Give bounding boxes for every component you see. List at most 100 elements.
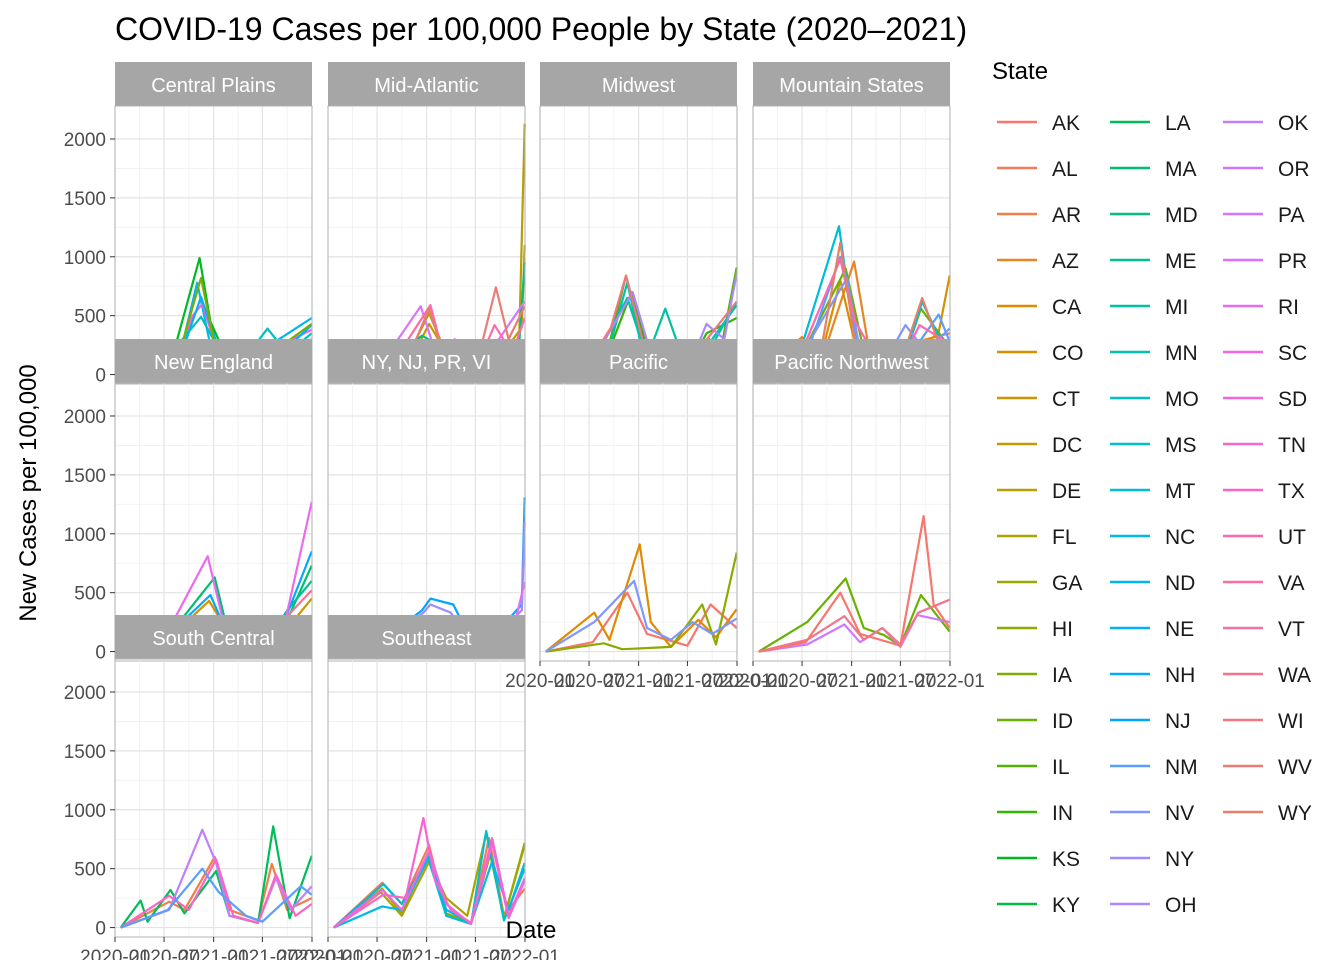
facet-panel: Midwest [539,62,738,385]
y-tick-label: 1000 [64,801,106,822]
legend-item-MN: MN [1110,342,1198,365]
facet-strip [753,339,950,383]
y-tick-label: 0 [95,366,106,387]
legend-item-AR: AR [997,204,1081,227]
legend-item-WI: WI [1223,710,1304,733]
legend-item-MD: MD [1110,204,1198,227]
y-tick-label: 500 [74,584,106,605]
x-tick-label: 2020-07 [554,671,624,692]
y-tick-label: 0 [95,643,106,664]
legend-label: VA [1278,572,1304,595]
facet-panel: Mountain States [752,62,951,385]
facet-panel: Central Plains 0 500 1000 1500 2000 [64,62,313,387]
legend-item-KS: KS [997,848,1080,871]
y-tick-label: 1500 [64,742,106,763]
legend-item-CT: CT [997,388,1080,411]
legend-item-ID: ID [997,710,1073,733]
legend-item-NV: NV [1110,802,1194,825]
facet-strip-label: Pacific [609,352,668,374]
legend-label: PA [1278,204,1304,227]
y-tick-label: 1500 [64,466,106,487]
legend-item-NJ: NJ [1110,710,1191,733]
series-line-HI [545,552,738,653]
legend-label: MN [1165,342,1198,365]
series-line-MS [332,829,526,929]
series-line-DE [333,123,526,376]
legend-item-TN: TN [1223,434,1306,457]
legend-label: WY [1278,802,1312,825]
legend-item-KY: KY [997,894,1080,917]
legend-item-NY: NY [1110,848,1194,871]
legend-label: AL [1052,158,1078,181]
legend-label: UT [1278,526,1306,549]
legend-label: ND [1165,572,1195,595]
y-axis-label: New Cases per 100,000 [15,364,42,621]
legend-item-HI: HI [997,618,1073,641]
y-tick-label: 1500 [64,189,106,210]
legend-item-NC: NC [1110,526,1195,549]
series-line-AK [545,591,738,653]
legend-item-CO: CO [997,342,1084,365]
x-tick-label: 2020-01 [293,947,363,960]
legend-label: NV [1165,802,1194,825]
y-tick-label: 500 [74,307,106,328]
legend-label: KY [1052,894,1080,917]
legend-label: MS [1165,434,1197,457]
legend-label: HI [1052,618,1073,641]
series-line-ID [758,577,951,653]
legend-item-OH: OH [1110,894,1197,917]
legend-label: SD [1278,388,1307,411]
legend-item-PR: PR [1223,250,1307,273]
facet-strip-label: Midwest [602,75,676,97]
legend: State AK AL AR AZ CA CO CT DC DE FL GA HI IA ID IL IN KS… [992,58,1312,917]
legend-label: NJ [1165,710,1191,733]
facet-strip [753,62,950,106]
legend-label: NE [1165,618,1194,641]
legend-label: OK [1278,112,1308,135]
legend-label: TX [1278,480,1305,503]
facet-panel: Mid-Atlantic [327,62,526,385]
x-tick-label: 2020-01 [80,947,150,960]
legend-label: DC [1052,434,1082,457]
x-tick-label: 2021-01 [179,947,249,960]
legend-label: MD [1165,204,1198,227]
facet-panel: Pacific 2020-012020-072021-012021-072022-… [505,339,772,692]
legend-item-NE: NE [1110,618,1194,641]
legend-item-NH: NH [1110,664,1195,687]
legend-title: State [992,58,1048,85]
x-tick-label: 2021-07 [866,671,936,692]
legend-item-GA: GA [997,572,1082,595]
facet-panels: Central Plains 0 500 1000 1500 2000 Mid-Atlant… [64,62,985,960]
legend-label: MT [1165,480,1195,503]
legend-label: OH [1165,894,1197,917]
legend-label: KS [1052,848,1080,871]
x-tick-label: 2021-01 [604,671,674,692]
legend-item-UT: UT [1223,526,1306,549]
legend-item-MT: MT [1110,480,1195,503]
facet-strip-label: Pacific Northwest [774,352,929,374]
legend-label: FL [1052,526,1077,549]
y-tick-label: 500 [74,860,106,881]
series-line-AK [758,515,951,653]
legend-item-IL: IL [997,756,1070,779]
x-tick-label: 2020-07 [129,947,199,960]
facet-strip-label: New England [154,352,273,374]
x-tick-label: 2022-01 [490,947,560,960]
x-axis-label: Date [506,917,557,944]
legend-label: AR [1052,204,1081,227]
legend-label: LA [1165,112,1191,135]
legend-item-LA: LA [1110,112,1191,135]
legend-label: NC [1165,526,1195,549]
legend-label: CO [1052,342,1084,365]
x-tick-label: 2021-07 [653,671,723,692]
legend-item-FL: FL [997,526,1077,549]
facet-strip-label: NY, NJ, PR, VI [362,352,492,374]
legend-item-MO: MO [1110,388,1199,411]
legend-item-OR: OR [1223,158,1310,181]
facet-strip [328,615,525,659]
series-line-AR [120,855,313,929]
x-tick-label: 2022-01 [915,671,985,692]
legend-label: AZ [1052,250,1079,273]
y-tick-label: 0 [95,919,106,940]
legend-item-SC: SC [1223,342,1307,365]
